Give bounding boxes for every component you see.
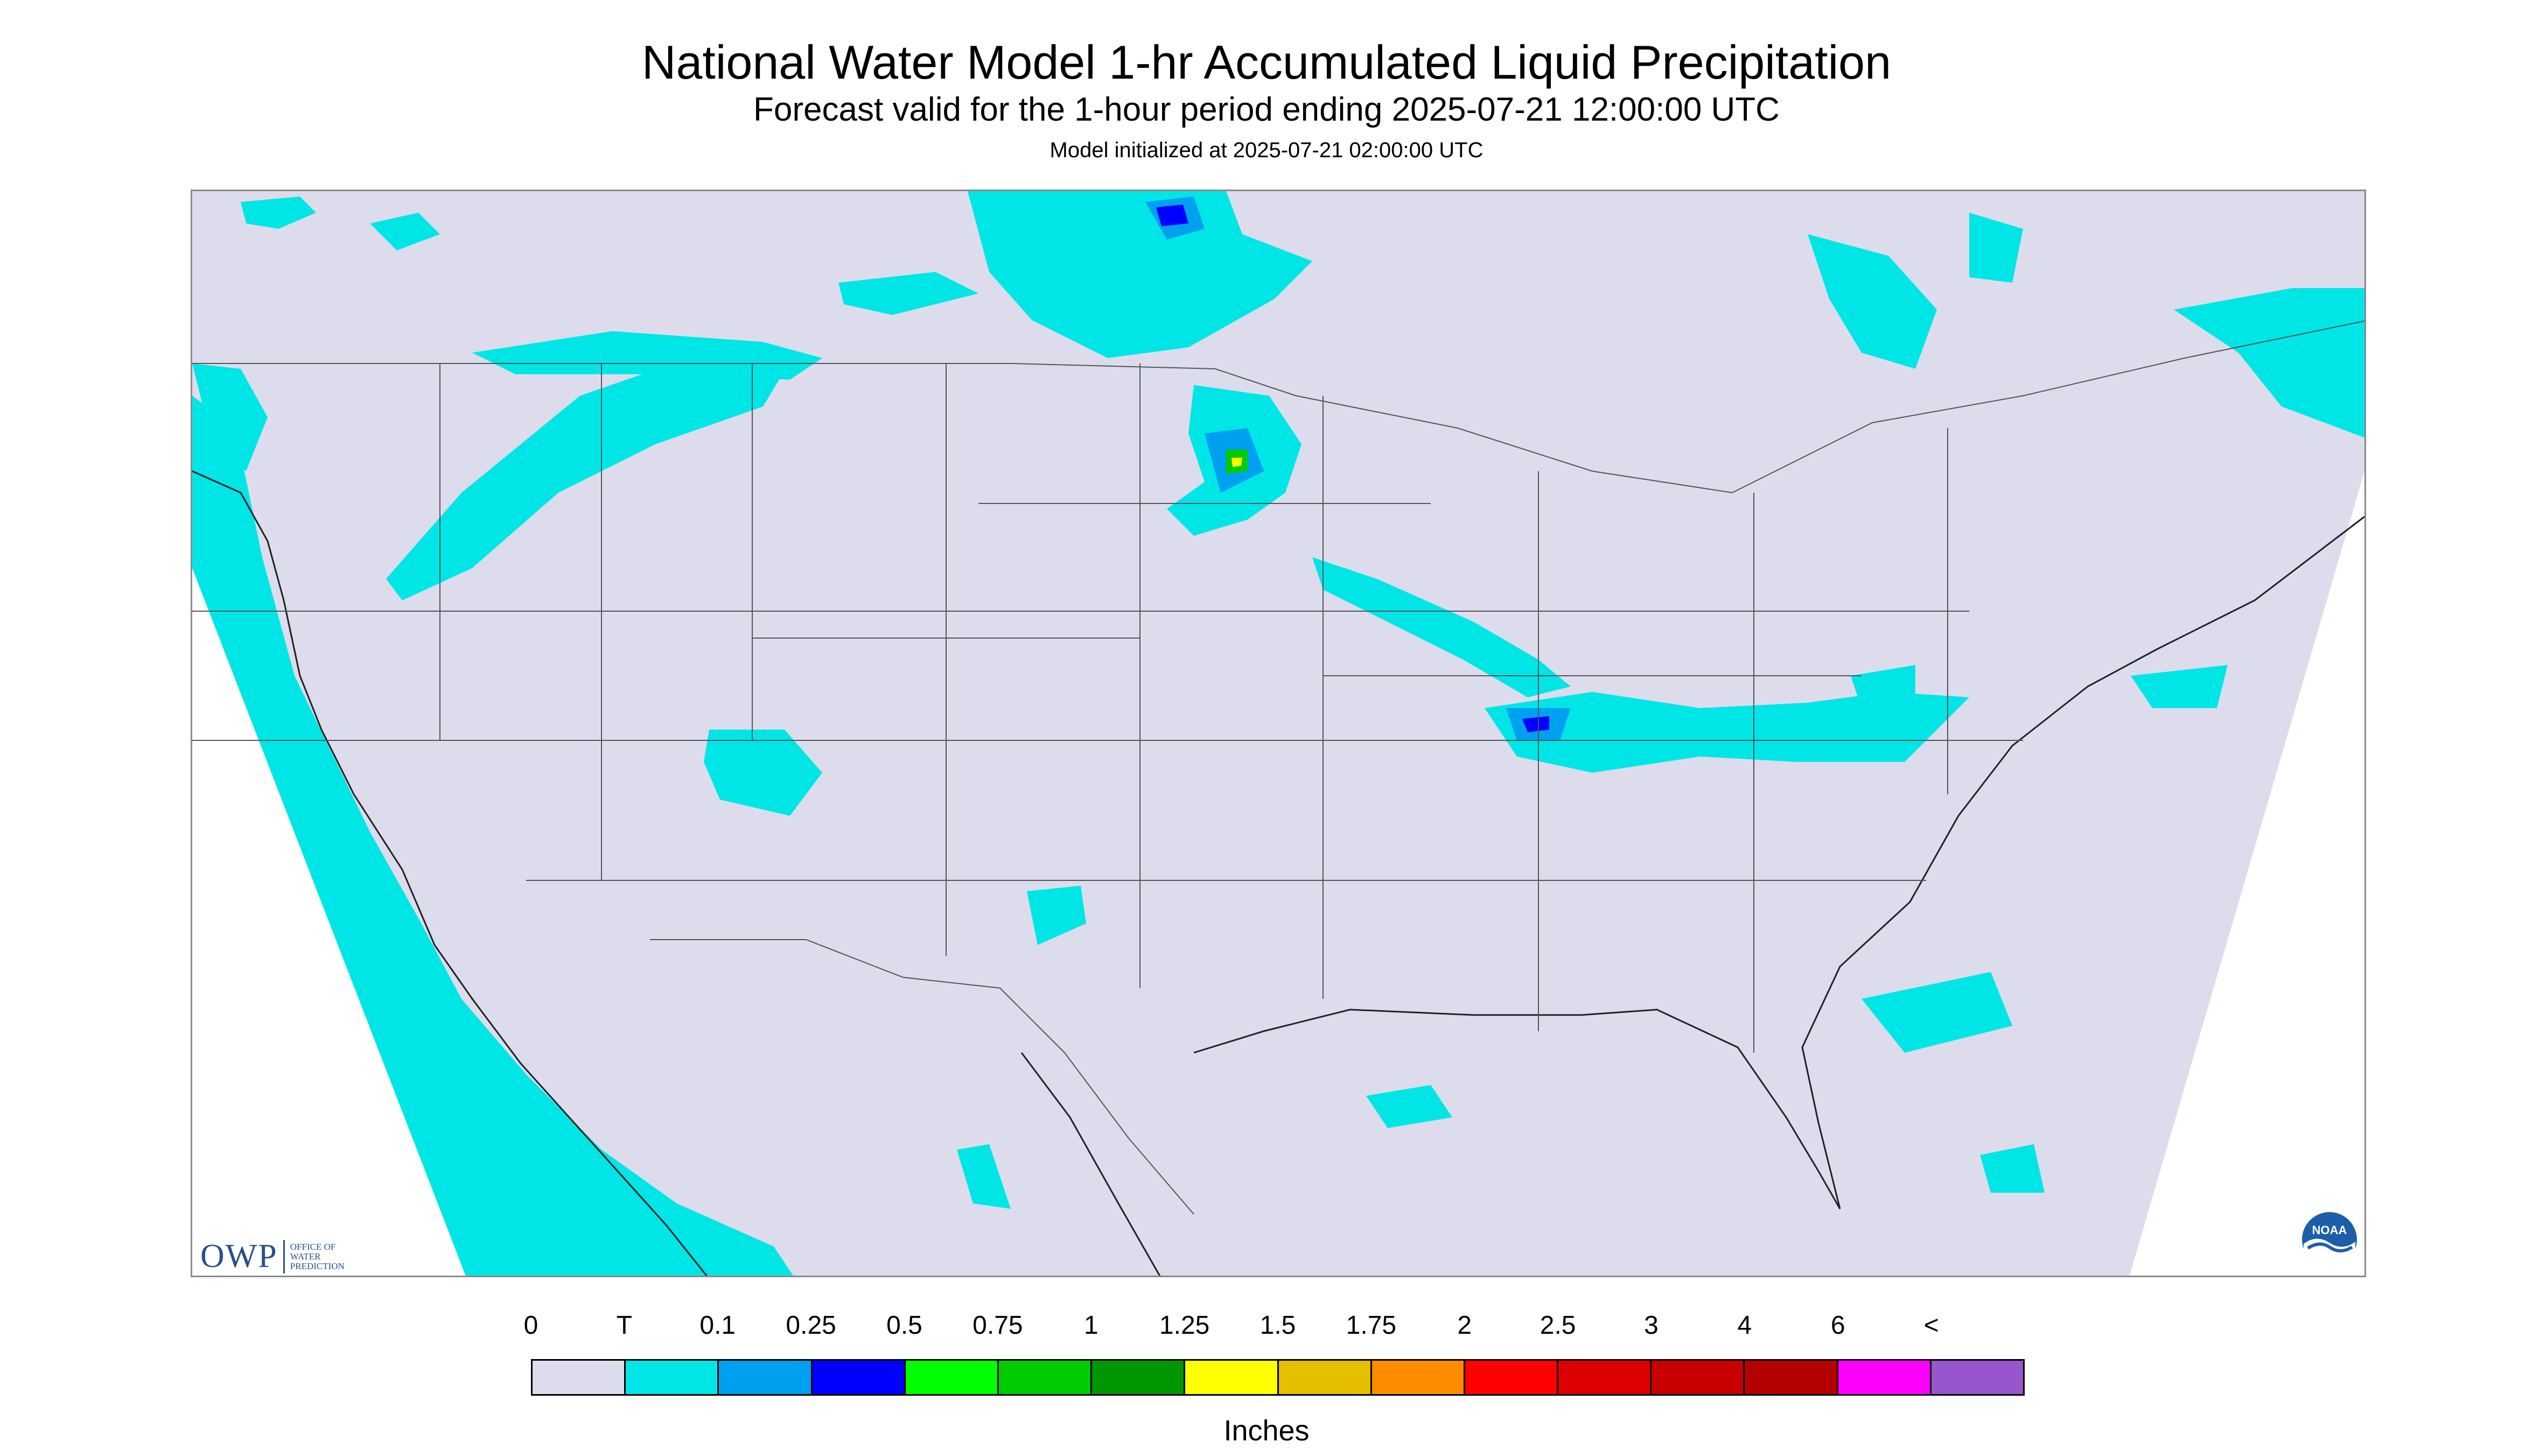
map-title: National Water Model 1-hr Accumulated Li…	[641, 36, 1892, 89]
legend-swatch-3	[812, 1361, 906, 1394]
owp-logo-divider	[283, 1240, 285, 1273]
caribbean-cells	[1980, 1144, 2045, 1193]
noaa-logo: NOAA	[2300, 1210, 2359, 1271]
illinois-moderate-precip	[1522, 716, 1549, 732]
legend-label-3: 0.25	[786, 1311, 836, 1340]
new-mexico-cells	[1027, 886, 1086, 945]
gulf-coastline	[1193, 1009, 1841, 1209]
legend-swatch-2	[719, 1361, 813, 1394]
legend-label-2: 0.1	[699, 1311, 736, 1340]
legend-swatch-9	[1372, 1361, 1465, 1394]
legend-label-13: 4	[1737, 1311, 1752, 1340]
owp-logo-text: OFFICE OF WATER PREDICTION	[290, 1242, 345, 1271]
manitoba-moderate-precip	[1156, 205, 1188, 226]
owp-logo-line-1: OFFICE OF	[290, 1241, 336, 1252]
canada-top-cells-3	[838, 272, 978, 315]
legend-label-7: 1.25	[1159, 1311, 1210, 1340]
iowa-illinois-band	[1312, 557, 1571, 697]
great-lakes-ontario	[1851, 665, 1915, 708]
canada-us-border	[192, 320, 2364, 494]
maritimes-cells	[2174, 288, 2364, 438]
canada-top-cells-1	[241, 197, 316, 229]
atlantic-cells	[1862, 972, 2012, 1053]
owp-logo-line-3: PREDICTION	[290, 1261, 345, 1271]
pacific-precip-band	[192, 396, 793, 1276]
legend-label-15: <	[1923, 1311, 1939, 1340]
texas-cells	[957, 1144, 1011, 1209]
legend-swatch-14	[1838, 1361, 1932, 1394]
legend-units: Inches	[1223, 1415, 1310, 1447]
precipitation-map	[191, 190, 2366, 1277]
legend-swatch-15	[1931, 1361, 2023, 1394]
state-boundaries	[192, 320, 2364, 1215]
legend-label-1: T	[616, 1311, 633, 1340]
noaa-logo-text: NOAA	[2312, 1223, 2347, 1237]
legend-swatch-11	[1558, 1361, 1652, 1394]
forecast-valid-subtitle: Forecast valid for the 1-hour period end…	[753, 91, 1780, 128]
owp-logo-line-2: WATER	[290, 1251, 321, 1262]
legend-swatch-5	[998, 1361, 1093, 1394]
legend-swatch-0	[533, 1361, 626, 1394]
colorado-cells	[704, 730, 822, 816]
legend-swatch-1	[626, 1361, 719, 1394]
dakota-peak-precip	[1231, 458, 1242, 467]
legend-label-4: 0.5	[886, 1311, 922, 1340]
legend-label-9: 1.75	[1346, 1311, 1397, 1340]
west-coastline	[192, 470, 708, 1276]
model-init-time: Model initialized at 2025-07-21 02:00:00…	[1049, 138, 1484, 162]
legend-color-bar	[531, 1359, 2025, 1396]
east-coastline	[1801, 515, 2364, 1209]
legend-swatch-7	[1185, 1361, 1279, 1394]
legend-label-5: 0.75	[972, 1311, 1023, 1340]
legend-label-10: 2	[1457, 1311, 1472, 1340]
owp-logo-letters: OWP	[200, 1238, 278, 1275]
legend-swatch-10	[1465, 1361, 1559, 1394]
gulf-cells	[1366, 1085, 1452, 1128]
legend-swatch-12	[1652, 1361, 1745, 1394]
map-canvas	[192, 191, 2364, 1276]
southern-canada-band	[472, 331, 822, 380]
canada-top-cells-2	[370, 213, 440, 250]
legend-label-6: 1	[1083, 1311, 1098, 1340]
legend-label-0: 0	[523, 1311, 538, 1340]
mexico-coastline	[1020, 1052, 1161, 1276]
legend-swatch-6	[1092, 1361, 1186, 1394]
montana-idaho-band	[386, 347, 795, 600]
legend-label-12: 3	[1644, 1311, 1659, 1340]
legend-label-11: 2.5	[1540, 1311, 1576, 1340]
owp-logo: OWP OFFICE OF WATER PREDICTION	[200, 1237, 345, 1276]
noaa-logo-icon: NOAA	[2301, 1211, 2358, 1268]
ne-ocean-cells	[2131, 665, 2228, 708]
legend-label-14: 6	[1830, 1311, 1845, 1340]
legend-label-8: 1.5	[1259, 1311, 1296, 1340]
mexico-us-border	[650, 939, 1194, 1215]
quebec-east-cells	[1969, 213, 2023, 283]
pacific-nw-cells	[192, 363, 268, 471]
quebec-cells	[1808, 234, 1937, 369]
ohio-valley-band	[1485, 692, 1969, 773]
legend-swatch-4	[905, 1361, 999, 1394]
legend-swatch-8	[1278, 1361, 1372, 1394]
legend-swatch-13	[1745, 1361, 1838, 1394]
dakota-canada-cells	[968, 191, 1312, 358]
legend-labels: 0 T 0.1 0.25 0.5 0.75 1 1.25 1.5 1.75 2 2.5 3 4 6 <	[0, 1311, 2533, 1348]
precip-areas	[192, 191, 2364, 1209]
